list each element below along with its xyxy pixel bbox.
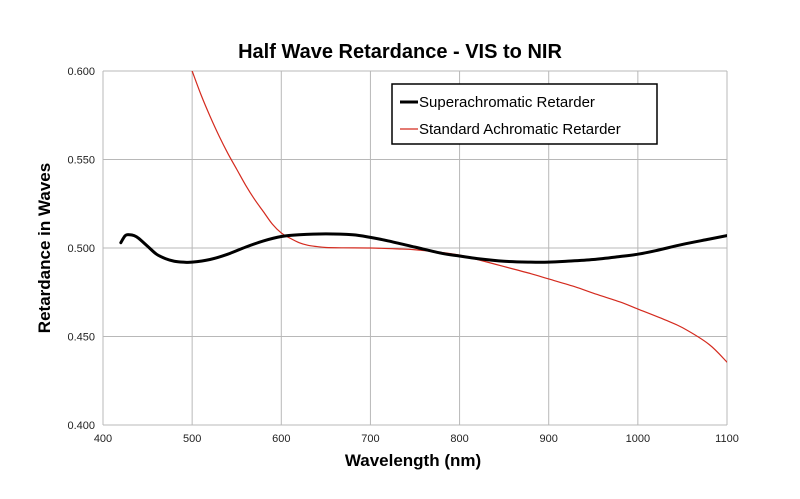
legend-box bbox=[391, 83, 658, 145]
y-tick-label: 0.400 bbox=[67, 420, 95, 432]
x-tick-label: 1000 bbox=[626, 433, 650, 445]
y-tick-label: 0.600 bbox=[67, 66, 95, 78]
tick-labels: 400 500 600 700 800 900 1000 1100 0.400 0.450 0.50… bbox=[67, 66, 738, 445]
legend: Superachromatic Retarder Standard Achrom… bbox=[391, 83, 658, 145]
x-tick-label: 1100 bbox=[715, 433, 739, 445]
y-axis-label: Retardance in Waves bbox=[35, 163, 54, 333]
x-axis-label: Wavelength (nm) bbox=[345, 451, 481, 470]
y-tick-label: 0.450 bbox=[67, 332, 95, 344]
y-tick-label: 0.500 bbox=[67, 243, 95, 255]
chart-title: Half Wave Retardance - VIS to NIR bbox=[238, 41, 562, 63]
x-tick-label: 400 bbox=[94, 433, 112, 445]
series-line-standard-achromatic bbox=[191, 71, 727, 363]
x-tick-label: 700 bbox=[361, 433, 379, 445]
x-tick-label: 800 bbox=[450, 433, 468, 445]
legend-label-standard-achromatic: Standard Achromatic Retarder bbox=[419, 121, 621, 138]
x-tick-label: 500 bbox=[183, 433, 201, 445]
x-tick-label: 600 bbox=[272, 433, 290, 445]
x-tick-label: 900 bbox=[540, 433, 558, 445]
series-lines bbox=[119, 71, 727, 363]
legend-label-superachromatic: Superachromatic Retarder bbox=[419, 94, 595, 111]
y-tick-label: 0.550 bbox=[67, 155, 95, 167]
series-line-superachromatic bbox=[119, 232, 727, 264]
